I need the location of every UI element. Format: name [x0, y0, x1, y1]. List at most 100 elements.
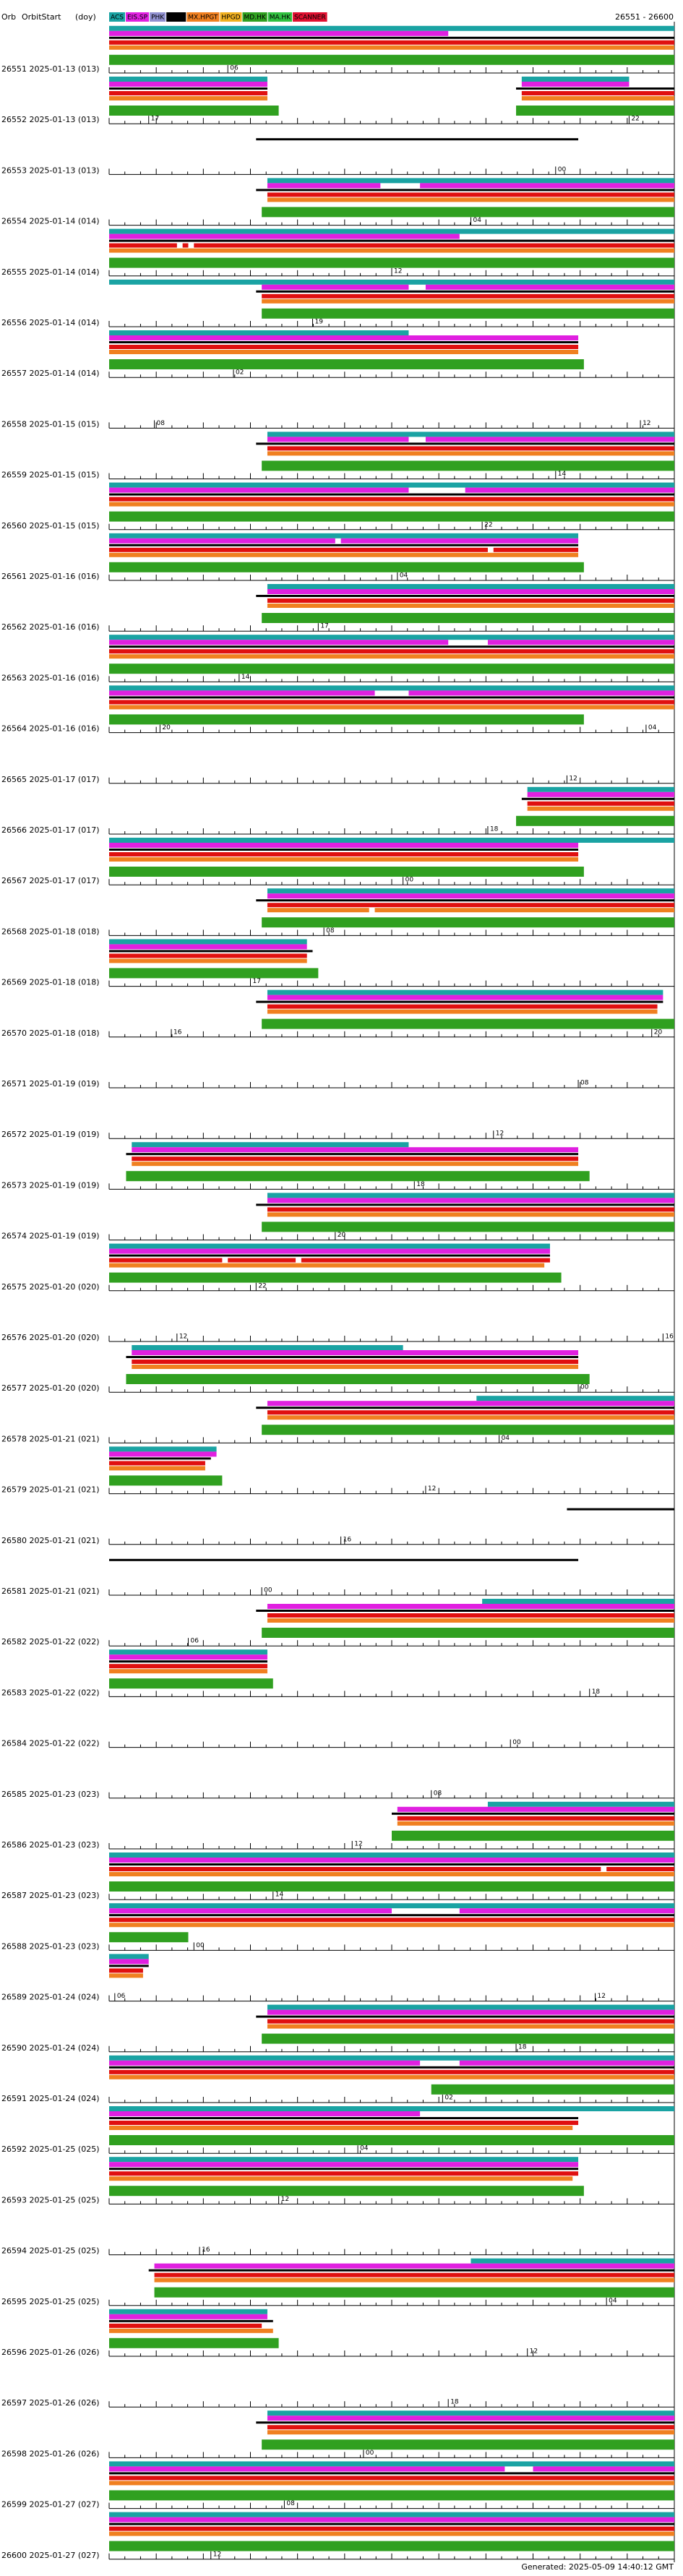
activity-bar: [109, 2135, 674, 2145]
legend-label: SCANNER: [294, 14, 326, 22]
activity-bar: [109, 533, 579, 538]
hour-label: 12: [354, 1841, 362, 1848]
activity-bar: [476, 1396, 674, 1401]
activity-bar: [109, 1461, 205, 1466]
activity-bar: [267, 1618, 675, 1623]
hour-label: 04: [400, 572, 408, 580]
activity-bar: [132, 1360, 579, 1364]
orbit-label: 26595 2025-01-25 (025): [1, 2297, 100, 2306]
activity-bar: [109, 2523, 674, 2525]
activity-bar: [256, 189, 674, 192]
legend-swatch: [150, 12, 166, 22]
activity-bar: [109, 493, 674, 496]
activity-bar: [132, 1156, 579, 1162]
orbit-label: 26555 2025-01-14 (014): [1, 267, 100, 277]
hour-label: 04: [609, 2297, 617, 2304]
activity-bar: [267, 192, 675, 197]
activity-bar: [109, 552, 579, 557]
activity-bar: [109, 2171, 579, 2176]
activity-bar: [374, 908, 674, 913]
activity-bar: [132, 1162, 579, 1167]
hour-label: 06: [230, 65, 239, 72]
activity-bar: [109, 2476, 674, 2481]
activity-bar: [425, 437, 674, 442]
orbit-label: 26580 2025-01-21 (021): [1, 1536, 100, 1545]
activity-bar: [267, 1401, 675, 1407]
activity-bar: [109, 2066, 674, 2069]
activity-bar: [420, 183, 674, 189]
activity-bar: [262, 284, 409, 290]
activity-bar: [109, 2461, 674, 2467]
orbit-label: 26571 2025-01-19 (019): [1, 1079, 100, 1089]
orbit-label: 26578 2025-01-21 (021): [1, 1434, 100, 1443]
orbit-label: 26597 2025-01-26 (026): [1, 2398, 100, 2408]
activity-bar: [132, 1147, 579, 1153]
activity-bar: [109, 538, 335, 544]
activity-bar: [109, 958, 307, 963]
activity-bar: [109, 257, 674, 268]
activity-bar: [267, 432, 675, 437]
orbit-label: 26565 2025-01-17 (017): [1, 775, 100, 784]
activity-bar: [262, 293, 674, 299]
hour-label: 02: [444, 2095, 452, 2102]
orbit-label: 26596 2025-01-26 (026): [1, 2348, 100, 2357]
activity-bar: [109, 239, 674, 242]
activity-bar: [459, 1908, 674, 1914]
activity-bar: [109, 696, 674, 699]
activity-bar: [397, 1821, 674, 1826]
legend-swatch: [109, 12, 125, 22]
activity-bar: [267, 888, 675, 894]
activity-bar: [109, 968, 319, 979]
activity-bar: [267, 1004, 658, 1009]
activity-bar: [109, 1446, 217, 1452]
activity-bar: [567, 1508, 674, 1511]
activity-bar: [267, 989, 663, 995]
activity-bar: [109, 690, 375, 696]
orbit-label: 26553 2025-01-13 (013): [1, 166, 100, 175]
activity-bar: [109, 2481, 674, 2486]
activity-bar: [109, 482, 674, 488]
activity-bar: [109, 511, 674, 522]
activity-bar: [521, 77, 630, 82]
activity-bar: [109, 2168, 579, 2171]
activity-bar: [109, 2055, 674, 2061]
activity-bar: [109, 1903, 674, 1909]
activity-bar: [256, 1000, 663, 1003]
activity-bar: [109, 1858, 674, 1863]
activity-bar: [109, 279, 674, 285]
hour-label: 12: [281, 2196, 289, 2203]
activity-bar: [109, 1932, 189, 1943]
hour-label: 08: [326, 927, 335, 935]
activity-bar: [109, 1908, 392, 1914]
activity-bar: [109, 106, 279, 116]
activity-bar: [109, 640, 449, 645]
activity-bar: [267, 2024, 675, 2029]
orbit-label: 26583 2025-01-22 (022): [1, 1688, 100, 1697]
activity-bar: [109, 2069, 674, 2074]
activity-bar: [109, 944, 307, 950]
hour-label: 18: [450, 2399, 459, 2406]
activity-bar: [109, 1475, 223, 1486]
hour-label: 14: [275, 1892, 284, 1899]
activity-bar: [256, 290, 674, 293]
orbit-label: 26575 2025-01-20 (020): [1, 1282, 100, 1292]
hour-label: 17: [253, 978, 261, 985]
orbit-label: 26563 2025-01-16 (016): [1, 673, 100, 682]
activity-bar: [267, 584, 675, 589]
activity-bar: [527, 786, 674, 792]
activity-bar: [397, 1806, 674, 1812]
hour-label: 18: [490, 826, 499, 833]
orbit-label: 26591 2025-01-24 (024): [1, 2094, 100, 2103]
legend-swatch: [293, 12, 327, 22]
activity-bar: [267, 1415, 675, 1420]
activity-bar: [109, 91, 267, 95]
hour-label: 00: [512, 1739, 521, 1746]
activity-bar: [262, 1425, 674, 1435]
header-orb: Orb: [1, 12, 16, 22]
activity-bar: [109, 2074, 674, 2079]
activity-bar: [267, 1193, 675, 1198]
activity-bar: [262, 613, 674, 623]
activity-bar: [154, 2277, 674, 2283]
activity-bar: [109, 714, 584, 725]
hour-label: 08: [434, 1790, 442, 1797]
